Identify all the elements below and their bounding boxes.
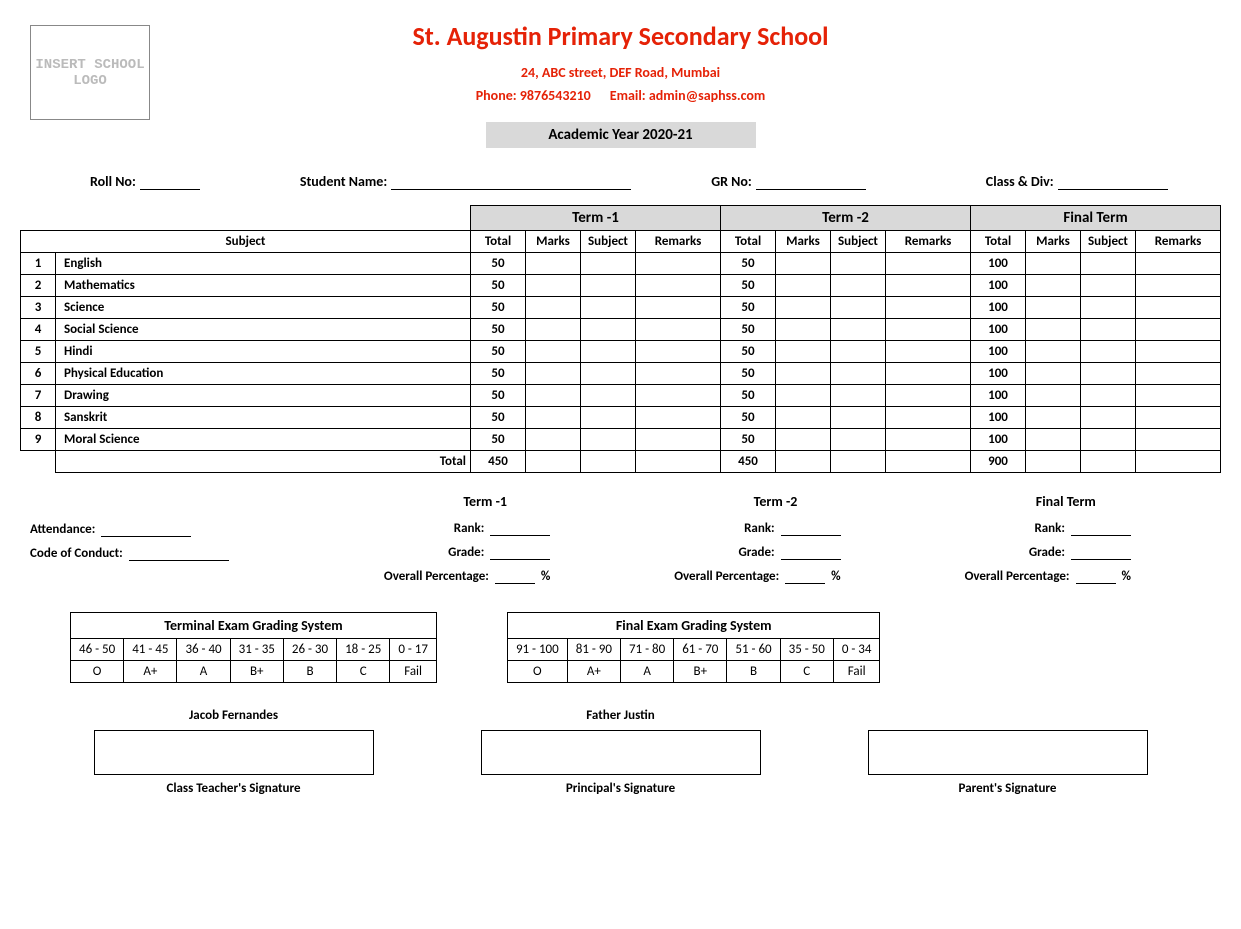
pct-label: Overall Percentage: [384, 569, 489, 584]
table-row: 4Social Science5050100 [21, 319, 1221, 341]
school-contact: Phone: 9876543210 Email: admin@saphss.co… [20, 87, 1221, 104]
summary-term1: Term -1 [340, 493, 630, 510]
parent-signature: Parent's Signature [868, 708, 1148, 796]
student-value [391, 174, 631, 190]
summary-final: Final Term [921, 493, 1211, 510]
rank-label: Rank: [454, 521, 485, 536]
col-total: Total [721, 231, 776, 253]
table-row: 5Hindi5050100 [21, 341, 1221, 363]
table-row: 3Science5050100 [21, 297, 1221, 319]
class-label: Class & Div: [986, 173, 1054, 190]
email-label: Email: [610, 87, 646, 104]
parent-sign-box [868, 730, 1148, 775]
table-row: 2Mathematics5050100 [21, 275, 1221, 297]
pct-t2 [785, 568, 825, 584]
parent-sign-label: Parent's Signature [868, 781, 1148, 796]
pct-unit: % [541, 569, 550, 584]
col-total: Total [471, 231, 526, 253]
phone-value: 9876543210 [520, 87, 591, 104]
pct-t1 [495, 568, 535, 584]
terminal-grading-table: Terminal Exam Grading System 46 - 5041 -… [70, 612, 437, 683]
rank-ft [1071, 520, 1131, 536]
col-marks: Marks [776, 231, 831, 253]
conduct-value [129, 545, 229, 561]
final-grading-title: Final Exam Grading System [507, 612, 881, 638]
pct-unit: % [831, 569, 840, 584]
col-marks: Marks [526, 231, 581, 253]
teacher-name: Jacob Fernandes [94, 708, 374, 724]
summary-term2: Term -2 [630, 493, 920, 510]
col-total: Total [971, 231, 1026, 253]
email-value: admin@saphss.com [649, 87, 765, 104]
teacher-sign-box [94, 730, 374, 775]
col-subject: Subject [581, 231, 636, 253]
marks-table: Term -1 Term -2 Final Term Subject Total… [20, 205, 1221, 473]
rank-t1 [490, 520, 550, 536]
rank-label: Rank: [1034, 521, 1065, 536]
grade-t1 [490, 544, 550, 560]
total-row: Total450450900 [21, 451, 1221, 473]
gr-value [756, 174, 866, 190]
col-marks: Marks [1026, 231, 1081, 253]
table-row: 8Sanskrit5050100 [21, 407, 1221, 429]
grade-label: Grade: [739, 545, 775, 560]
academic-year: Academic Year 2020-21 [486, 122, 756, 148]
grade-ft [1071, 544, 1131, 560]
terminal-grading-title: Terminal Exam Grading System [70, 612, 437, 638]
col-remarks: Remarks [636, 231, 721, 253]
col-remarks: Remarks [1136, 231, 1221, 253]
header: INSERT SCHOOL LOGO St. Augustin Primary … [20, 20, 1221, 148]
school-name: St. Augustin Primary Secondary School [20, 20, 1221, 52]
grade-label: Grade: [448, 545, 484, 560]
term1-header: Term -1 [471, 206, 721, 231]
table-row: 9Moral Science5050100 [21, 429, 1221, 451]
principal-sign-box [481, 730, 761, 775]
attendance-label: Attendance: [30, 522, 95, 537]
table-row: 1English5050100 [21, 253, 1221, 275]
subject-header: Subject [21, 231, 471, 253]
final-grading-table: Final Exam Grading System 91 - 10081 - 9… [507, 612, 881, 683]
school-address: 24, ABC street, DEF Road, Mumbai [20, 64, 1221, 81]
student-label: Student Name: [300, 173, 387, 190]
principal-sign-label: Principal's Signature [481, 781, 761, 796]
grade-t2 [781, 544, 841, 560]
class-value [1058, 174, 1168, 190]
teacher-sign-label: Class Teacher's Signature [94, 781, 374, 796]
pct-label: Overall Percentage: [965, 569, 1070, 584]
col-remarks: Remarks [886, 231, 971, 253]
student-info-row: Roll No: Student Name: GR No: Class & Di… [30, 173, 1211, 190]
attendance-value [101, 521, 191, 537]
pct-ft [1076, 568, 1116, 584]
term2-header: Term -2 [721, 206, 971, 231]
pct-label: Overall Percentage: [674, 569, 779, 584]
col-subject: Subject [1081, 231, 1136, 253]
pct-unit: % [1122, 569, 1131, 584]
rank-t2 [781, 520, 841, 536]
rank-label: Rank: [744, 521, 775, 536]
principal-name: Father Justin [481, 708, 761, 724]
table-row: 6Physical Education5050100 [21, 363, 1221, 385]
logo-placeholder: INSERT SCHOOL LOGO [30, 25, 150, 120]
roll-label: Roll No: [90, 173, 136, 190]
finalterm-header: Final Term [971, 206, 1221, 231]
conduct-label: Code of Conduct: [30, 546, 123, 561]
principal-signature: Father Justin Principal's Signature [481, 708, 761, 796]
summary-section: Attendance: Code of Conduct: Term -1 Ran… [30, 493, 1211, 592]
phone-label: Phone: [476, 87, 517, 104]
roll-value [140, 174, 200, 190]
parent-name [868, 708, 1148, 724]
grade-label: Grade: [1029, 545, 1065, 560]
teacher-signature: Jacob Fernandes Class Teacher's Signatur… [94, 708, 374, 796]
grading-section: Terminal Exam Grading System 46 - 5041 -… [70, 612, 1171, 683]
gr-label: GR No: [711, 173, 752, 190]
table-row: 7Drawing5050100 [21, 385, 1221, 407]
col-subject: Subject [831, 231, 886, 253]
signature-row: Jacob Fernandes Class Teacher's Signatur… [40, 708, 1201, 796]
